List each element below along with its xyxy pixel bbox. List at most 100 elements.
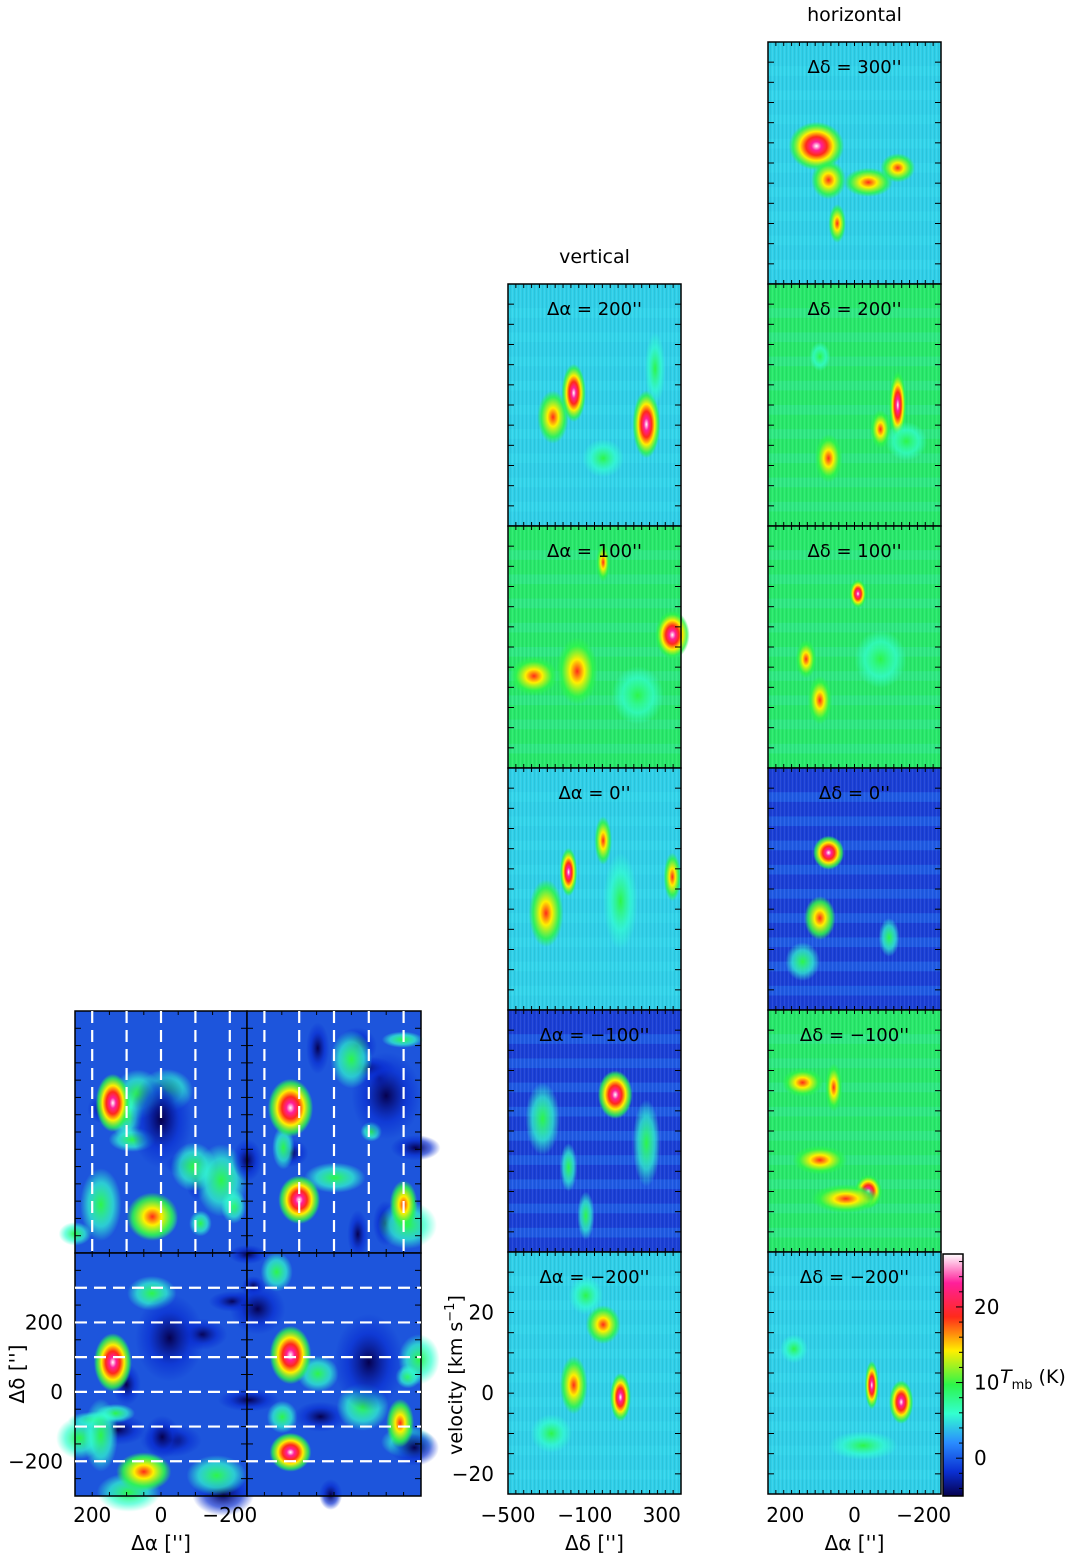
hot-emission-blob xyxy=(267,1078,314,1137)
warm-emission-blob xyxy=(537,390,569,444)
map-panel-3 xyxy=(217,1244,440,1510)
green-emission-blob xyxy=(186,1455,247,1496)
horizontal-x-axis-title: Δα [''] xyxy=(825,1531,885,1555)
dark-emission-blob xyxy=(130,1071,192,1169)
noise-texture xyxy=(768,284,941,526)
panel-label: Δα = 200'' xyxy=(547,299,642,320)
hot-emission-blob xyxy=(632,390,661,459)
green-emission-blob xyxy=(828,1431,898,1461)
warm-emission-blob xyxy=(807,676,833,725)
warm-emission-blob xyxy=(559,1356,588,1415)
dark-emission-blob xyxy=(306,1022,330,1075)
warm-emission-blob xyxy=(528,879,564,948)
green-emission-blob xyxy=(260,1252,293,1292)
dark-emission-blob xyxy=(293,1401,348,1432)
panel-label: Δα = 100'' xyxy=(547,541,642,562)
warm-emission-blob xyxy=(880,153,916,183)
hot-emission-blob xyxy=(812,835,845,870)
panel-label: Δδ = 0'' xyxy=(819,783,890,804)
vertical-panel-4: Δα = −200'' xyxy=(507,1251,682,1495)
dark-emission-blob xyxy=(347,1209,369,1259)
panel-label: Δδ = 300'' xyxy=(807,57,901,78)
green-emission-blob xyxy=(611,666,664,725)
noise-texture xyxy=(768,42,941,284)
map-x-tick-label: 0 xyxy=(155,1503,168,1527)
warm-emission-blob xyxy=(386,1398,415,1448)
horizontal-panel-0: Δδ = 300'' xyxy=(767,41,942,285)
hot-emission-blob xyxy=(788,121,845,171)
warm-emission-blob xyxy=(663,852,681,902)
panel-label: Δδ = 200'' xyxy=(807,299,901,320)
hot-emission-blob xyxy=(559,847,578,897)
hot-emission-blob xyxy=(610,1373,631,1422)
velocity-axis-title-main: velocity [km s xyxy=(445,1322,467,1455)
green-emission-blob xyxy=(525,1082,560,1156)
noise-texture xyxy=(768,526,941,768)
green-emission-blob xyxy=(530,1414,573,1453)
warm-emission-blob xyxy=(814,434,843,483)
warm-emission-blob xyxy=(795,639,817,679)
hot-emission-blob xyxy=(269,1325,312,1385)
green-emission-blob xyxy=(577,1191,595,1240)
hot-emission-blob xyxy=(278,1175,321,1224)
map-panel-2 xyxy=(56,1252,258,1517)
hot-emission-blob xyxy=(561,363,586,422)
dark-emission-blob xyxy=(318,1479,343,1510)
vertical-title: vertical xyxy=(559,246,630,268)
colorbar-tick-label: 10 xyxy=(974,1371,999,1395)
hot-emission-blob xyxy=(269,1432,312,1472)
warm-emission-blob xyxy=(804,896,836,940)
warm-emission-blob xyxy=(792,1145,848,1175)
velocity-tick-label: 0 xyxy=(481,1381,494,1405)
horizontal-panel-1: Δδ = 200'' xyxy=(767,283,942,527)
colorbar-fill xyxy=(942,1253,964,1497)
green-emission-blob xyxy=(582,438,624,478)
warm-emission-blob xyxy=(585,1305,621,1344)
velocity-tick-label: 20 xyxy=(469,1301,494,1325)
green-emission-blob xyxy=(80,1168,122,1241)
vertical-panel-1: Δα = 100'' xyxy=(507,525,690,769)
green-emission-blob xyxy=(568,1276,604,1315)
green-emission-blob xyxy=(83,1398,119,1472)
dark-emission-blob xyxy=(334,1313,404,1411)
warm-emission-blob xyxy=(811,1184,881,1214)
map-panel-0 xyxy=(58,1010,248,1254)
warm-emission-blob xyxy=(509,656,559,696)
panel-label: Δα = −200'' xyxy=(539,1267,649,1288)
noise-texture xyxy=(508,768,681,1010)
vertical-panel-0: Δα = 200'' xyxy=(507,283,682,527)
green-emission-blob xyxy=(885,421,928,461)
hot-emission-blob xyxy=(655,610,690,660)
vertical-pv-panels: Δα = 200'' Δα = 100'' Δα = 0'' Δα = −100'' Δ… xyxy=(507,283,690,1495)
vertical-panel-2: Δα = 0'' xyxy=(507,767,682,1011)
warm-emission-blob xyxy=(116,1452,172,1492)
green-emission-blob xyxy=(266,1400,298,1434)
ddelta-tick-label: 300 xyxy=(643,1503,681,1527)
warm-emission-blob xyxy=(781,1068,824,1098)
warm-emission-blob xyxy=(844,167,893,197)
hot-emission-blob xyxy=(849,579,867,609)
warm-emission-blob xyxy=(825,1063,843,1112)
hot-emission-blob xyxy=(597,1070,633,1119)
panel-label: Δδ = 100'' xyxy=(807,541,901,562)
map-x-tick-label: −200 xyxy=(202,1503,257,1527)
warm-emission-blob xyxy=(811,160,846,200)
vertical-x-axis-title: Δδ [''] xyxy=(565,1531,624,1555)
velocity-axis-title: velocity [km s−1] xyxy=(443,1295,467,1455)
warm-emission-blob xyxy=(594,816,612,865)
dark-emission-blob xyxy=(217,1388,280,1412)
panel-label: Δδ = −200'' xyxy=(800,1267,909,1288)
warm-emission-blob xyxy=(828,204,846,243)
warm-emission-blob xyxy=(870,409,891,449)
horizontal-pv-panels: Δδ = 300'' Δδ = 200'' Δδ = 100'' Δδ = 0'' Δδ… xyxy=(767,41,942,1495)
ddelta-tick-label: −100 xyxy=(557,1503,612,1527)
green-emission-blob xyxy=(304,1162,366,1193)
dark-emission-blob xyxy=(135,1294,205,1382)
velocity-tick-label: −20 xyxy=(452,1462,494,1486)
hot-emission-blob xyxy=(864,1360,879,1410)
green-emission-blob xyxy=(189,1210,212,1237)
map-y-tick-label: −200 xyxy=(8,1449,63,1473)
noise-texture xyxy=(508,526,681,768)
